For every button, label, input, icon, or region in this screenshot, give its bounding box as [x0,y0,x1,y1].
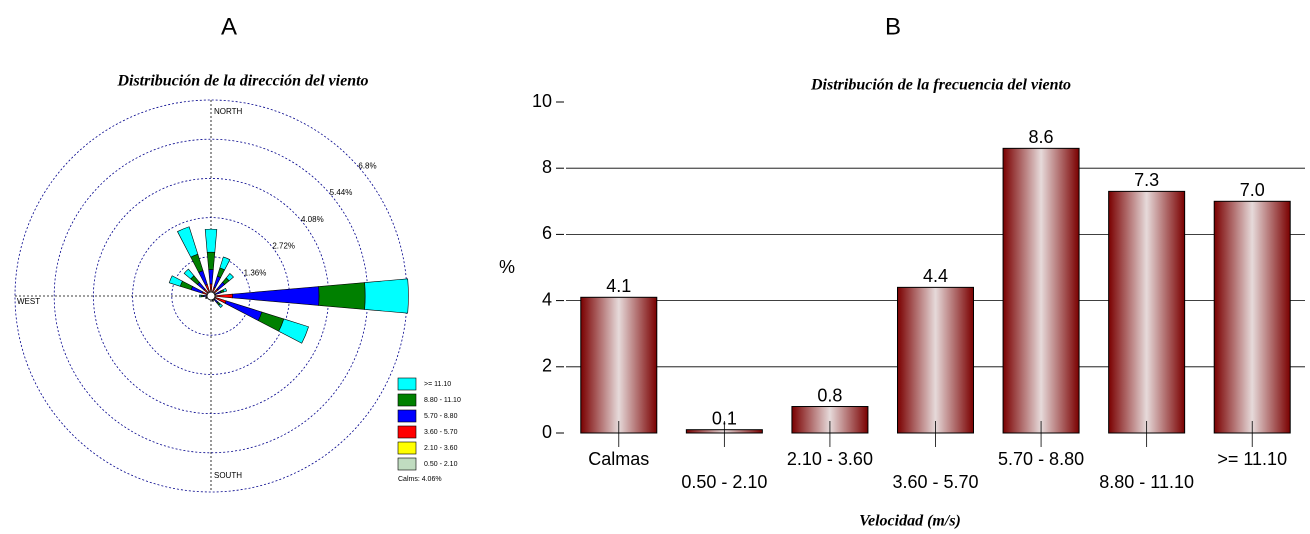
ring-label: 5.44% [330,188,353,197]
legend-label: 5.70 - 8.80 [424,413,458,420]
bar [1002,147,1080,434]
x-tick-label: 3.60 - 5.70 [892,472,978,492]
petal-segment [364,278,409,314]
x-tick-label: >= 11.10 [1217,449,1287,469]
bar [1213,200,1291,434]
ring-label: 2.72% [272,242,295,251]
bar [897,286,974,434]
compass-label: NORTH [214,107,243,116]
petal-segment [168,275,183,287]
value-label: 7.0 [1240,180,1265,200]
legend-label: >= 11.10 [424,381,451,388]
petal-segment [204,228,218,253]
x-tick-label: 5.70 - 8.80 [998,449,1084,469]
y-tick-label: 0 [542,422,552,442]
chart-title: Distribución de la frecuencia del viento [810,77,1071,94]
chart-title: Distribución de la dirección del viento [116,73,368,90]
legend-label: 3.60 - 5.70 [424,429,458,436]
petal-segment [232,286,320,306]
petal-segment [179,280,193,291]
legend-swatch [397,441,417,455]
bar [1108,190,1186,434]
ring-label: 4.08% [301,215,324,224]
ring-label: 1.36% [244,268,267,277]
y-axis-label: % [499,257,515,277]
legend-label: 0.50 - 2.10 [424,461,458,468]
petal-segment [208,269,214,285]
ring-label: 6.8% [358,161,376,170]
value-label: 7.3 [1134,170,1159,190]
petal-segment [219,256,231,271]
y-tick-label: 10 [532,91,552,111]
value-label: 4.1 [606,276,631,296]
bar [580,296,658,434]
petal-segment [202,294,207,298]
petal-segment [224,300,263,322]
calm-circle [206,291,216,301]
petal-segment [209,283,213,293]
petal-segment [200,294,204,298]
x-tick-label: 8.80 - 11.10 [1099,472,1194,492]
legend-swatch [397,457,417,471]
petal-segment [218,303,223,308]
legend-swatch [397,409,417,423]
compass-label: SOUTH [214,471,242,480]
x-tick-label: 2.10 - 3.60 [787,449,873,469]
value-label: 4.4 [923,266,948,286]
petal-segment [190,253,204,273]
x-tick-label: Calmas [588,449,649,469]
y-tick-label: 4 [542,289,552,309]
value-label: 0.8 [817,385,842,405]
panel-label: A [221,13,237,40]
legend-label: 2.10 - 3.60 [424,445,458,452]
petal-segment [318,282,366,310]
petal-segment [278,318,309,344]
petal-segment [222,288,228,293]
value-label: 8.6 [1029,127,1054,147]
petal-segment [183,268,195,280]
value-label: 0.1 [712,408,737,428]
compass-label: WEST [17,297,40,306]
calms-label: Calms: 4.06% [398,476,442,483]
petal-segment [225,273,234,282]
petal-segment [212,300,215,302]
panel-label: B [885,13,901,40]
y-tick-label: 6 [542,223,552,243]
petal-segment [199,294,202,298]
x-axis-label: Velocidad (m/s) [859,513,961,530]
petal-segment [214,293,233,299]
legend-swatch [397,377,417,391]
x-tick-label: 0.50 - 2.10 [681,472,767,492]
y-tick-label: 2 [542,356,552,376]
legend-label: 8.80 - 11.10 [424,397,461,404]
legend-swatch [397,393,417,407]
y-tick-label: 8 [542,157,552,177]
petal-segment [177,226,199,258]
legend-swatch [397,425,417,439]
petal-segment [205,297,207,300]
petal-segment [206,251,216,270]
